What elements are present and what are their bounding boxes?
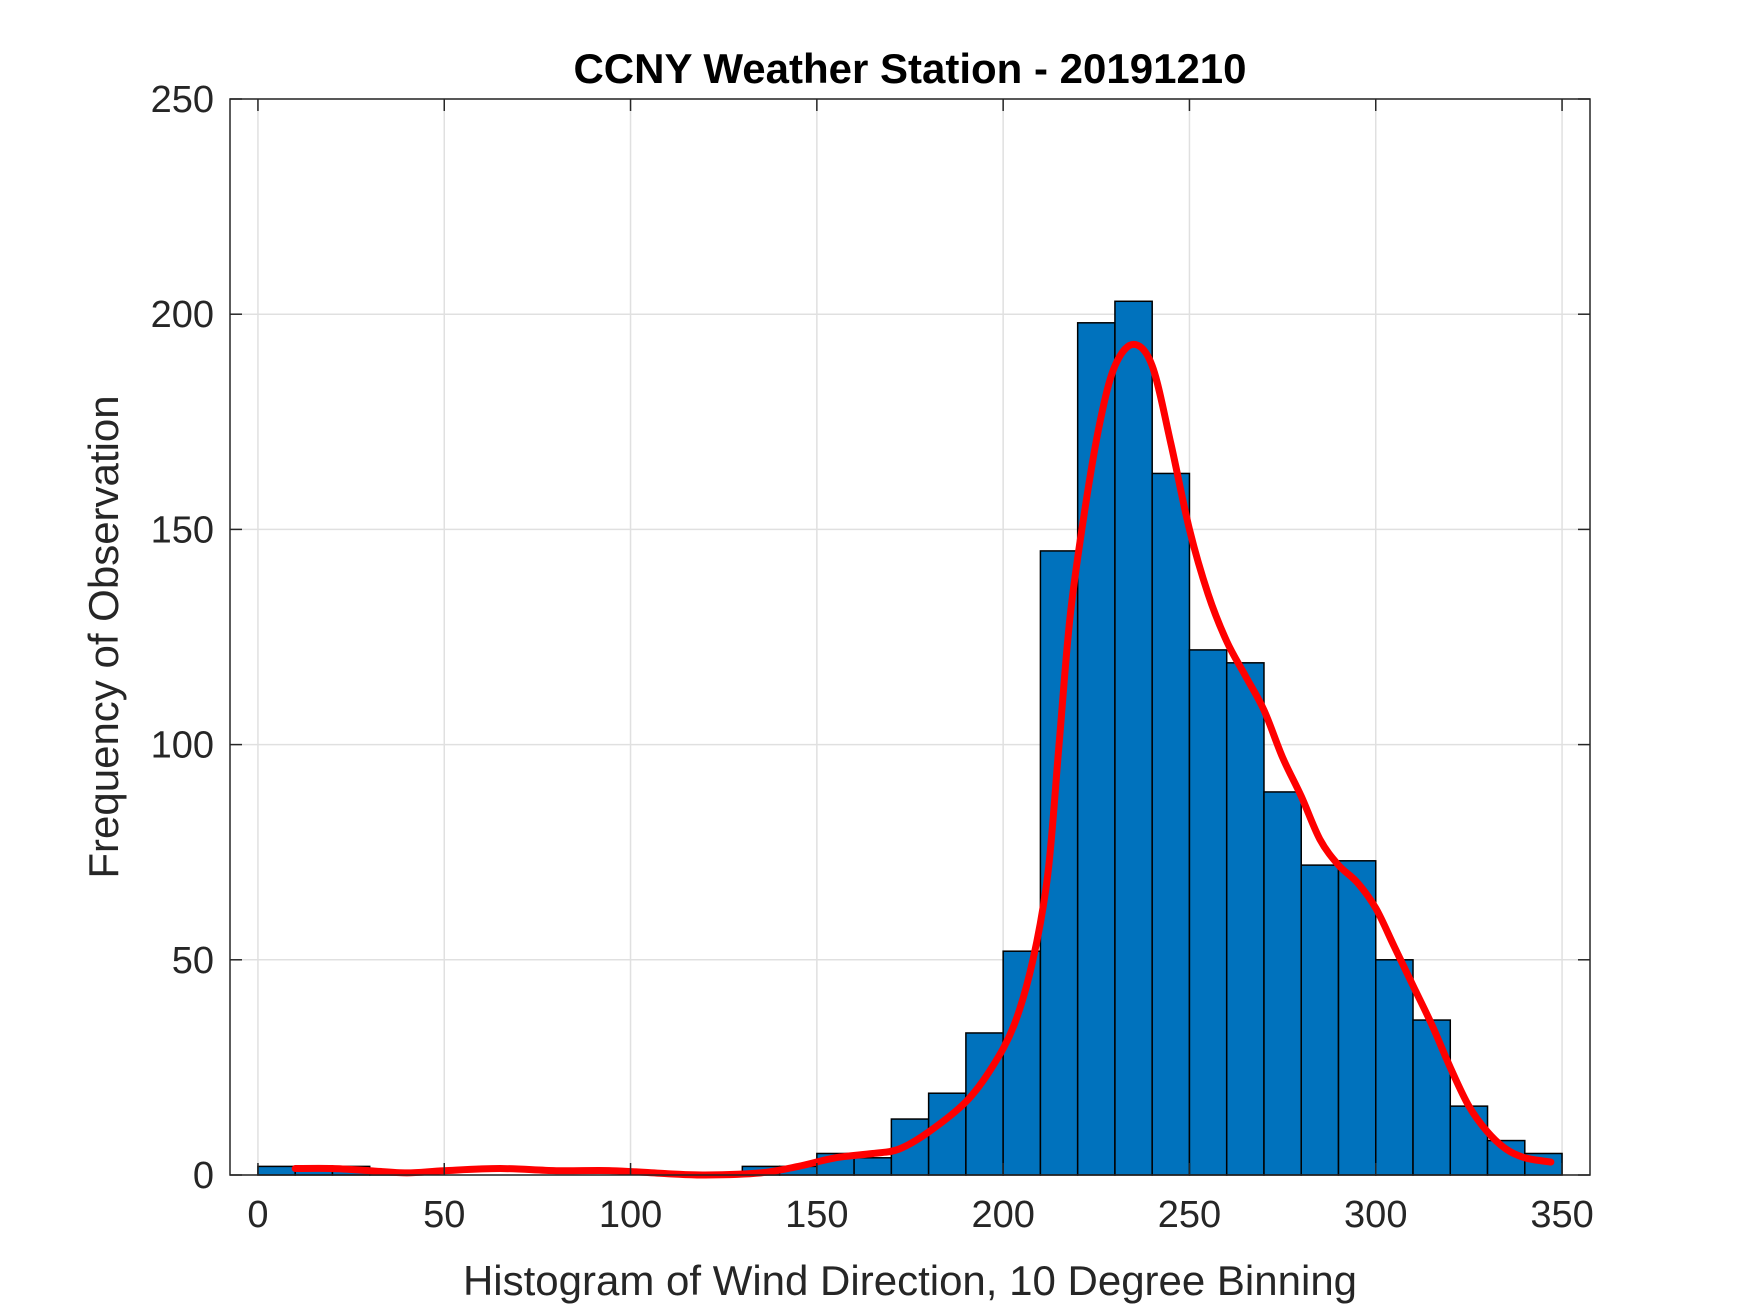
bars [257,300,1563,1176]
histogram-bar [1375,959,1414,1176]
y-tick-label: 250 [151,79,214,121]
x-tick-label: 250 [1158,1194,1221,1236]
histogram-bar [927,1092,967,1176]
x-tick-label: 50 [423,1194,465,1236]
y-tick-label: 200 [151,294,214,336]
histogram-bar [257,1165,296,1176]
histogram-bar [1300,864,1340,1176]
histogram-bar [1449,1105,1489,1176]
y-tick-label: 150 [151,509,214,551]
histogram-bar [1002,950,1042,1176]
x-tick-label: 100 [599,1194,662,1236]
histogram-bar [853,1157,893,1176]
x-axis-label: Histogram of Wind Direction, 10 Degree B… [463,1257,1357,1304]
y-axis-label: Frequency of Observation [80,395,127,878]
x-tick-label: 350 [1530,1194,1593,1236]
histogram-bar [1151,472,1191,1176]
histogram-bar [1188,649,1228,1176]
y-tick-label: 100 [151,725,214,767]
y-tick-label: 0 [193,1155,214,1197]
histogram-bar [1225,662,1265,1176]
y-tick-label: 50 [172,940,214,982]
x-tick-label: 0 [247,1194,268,1236]
x-tick-label: 150 [785,1194,848,1236]
x-tick-label: 300 [1344,1194,1407,1236]
histogram-bar [1263,791,1302,1176]
axes: 0 50 100 150 200 250 300 350 0 50 100 150 200 250 [151,79,1594,1236]
histogram-bar [1412,1019,1452,1176]
chart-title: CCNY Weather Station - 20191210 [573,45,1246,92]
x-tick-label: 200 [971,1194,1034,1236]
axes-box [229,98,1591,1176]
histogram-bar [1337,860,1377,1176]
histogram-bar [1114,300,1153,1176]
